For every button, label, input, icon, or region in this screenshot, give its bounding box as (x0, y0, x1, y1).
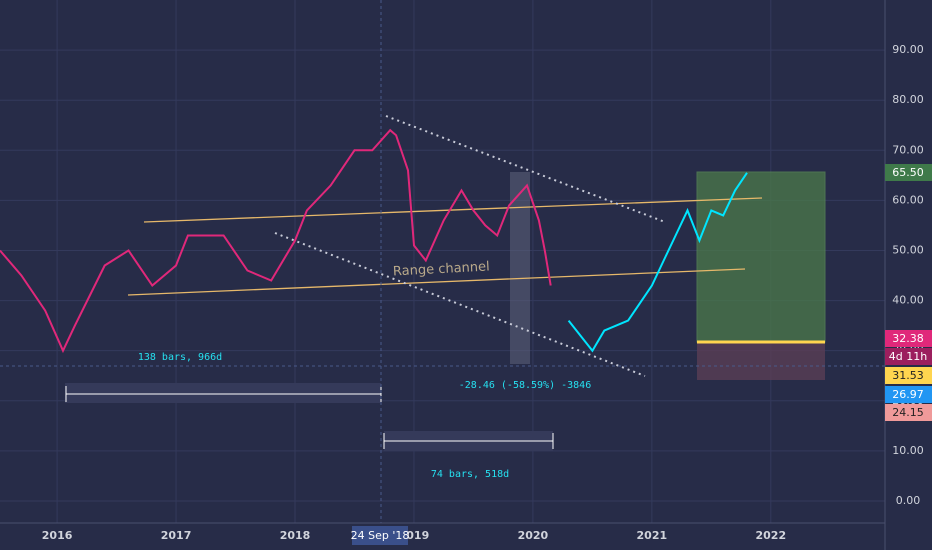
price-tag (885, 404, 932, 421)
price-labels: 65.50 32.38 4d 11h 31.53 26.97 24.15 (885, 164, 932, 421)
y-tick-label: 50.00 (892, 243, 924, 256)
x-tick-label: 2022 (755, 529, 786, 542)
range-box (65, 383, 381, 403)
measure-label: -28.46 (-58.59%) -3846 (459, 380, 591, 391)
price-axis (885, 0, 932, 550)
price-tag (885, 386, 932, 403)
x-tick-label: 2021 (637, 529, 668, 542)
channel-top (143, 197, 763, 223)
price-line (567, 172, 748, 353)
price-tag (885, 164, 932, 181)
price-tag (885, 330, 932, 347)
price-tag-text: 32.38 (892, 332, 924, 345)
range-label: 138 bars, 966d (138, 352, 222, 363)
channel-bottom (127, 268, 746, 296)
y-tick-label: 60.00 (892, 193, 924, 206)
price-tag-text: 24.15 (892, 406, 924, 419)
y-tick-label: 40.00 (892, 294, 924, 307)
measure-box (510, 172, 530, 364)
range-label: 74 bars, 518d (431, 469, 509, 480)
stop-zone (697, 342, 825, 380)
trend-bottom (274, 232, 646, 377)
channel-label: Range channel (393, 259, 490, 279)
y-tick-label: 10.00 (892, 444, 924, 457)
x-tick-label: 2016 (42, 529, 73, 542)
price-tag-text: 65.50 (892, 166, 924, 179)
y-tick-label: 70.00 (892, 143, 924, 156)
price-tag (885, 367, 932, 384)
y-tick-label: 80.00 (892, 93, 924, 106)
price-line (0, 128, 552, 354)
x-tick-label: 2020 (518, 529, 549, 542)
plot (0, 128, 748, 354)
x-tick-label: 2017 (161, 529, 192, 542)
price-tag-text: 31.53 (892, 369, 924, 382)
crosshair-date-box (352, 526, 408, 545)
price-tag-text: 4d 11h (889, 350, 927, 363)
y-tick-label: 90.00 (892, 43, 924, 56)
axes: 0.0010.0020.0030.0040.0050.0060.0070.008… (42, 43, 924, 542)
price-tag (885, 348, 932, 365)
price-tag-text: 26.97 (892, 388, 924, 401)
x-tick-label: 2018 (280, 529, 311, 542)
trend-top (385, 115, 666, 223)
crosshair-date: 24 Sep '18 (351, 529, 410, 542)
y-tick-label: 0.00 (896, 494, 921, 507)
